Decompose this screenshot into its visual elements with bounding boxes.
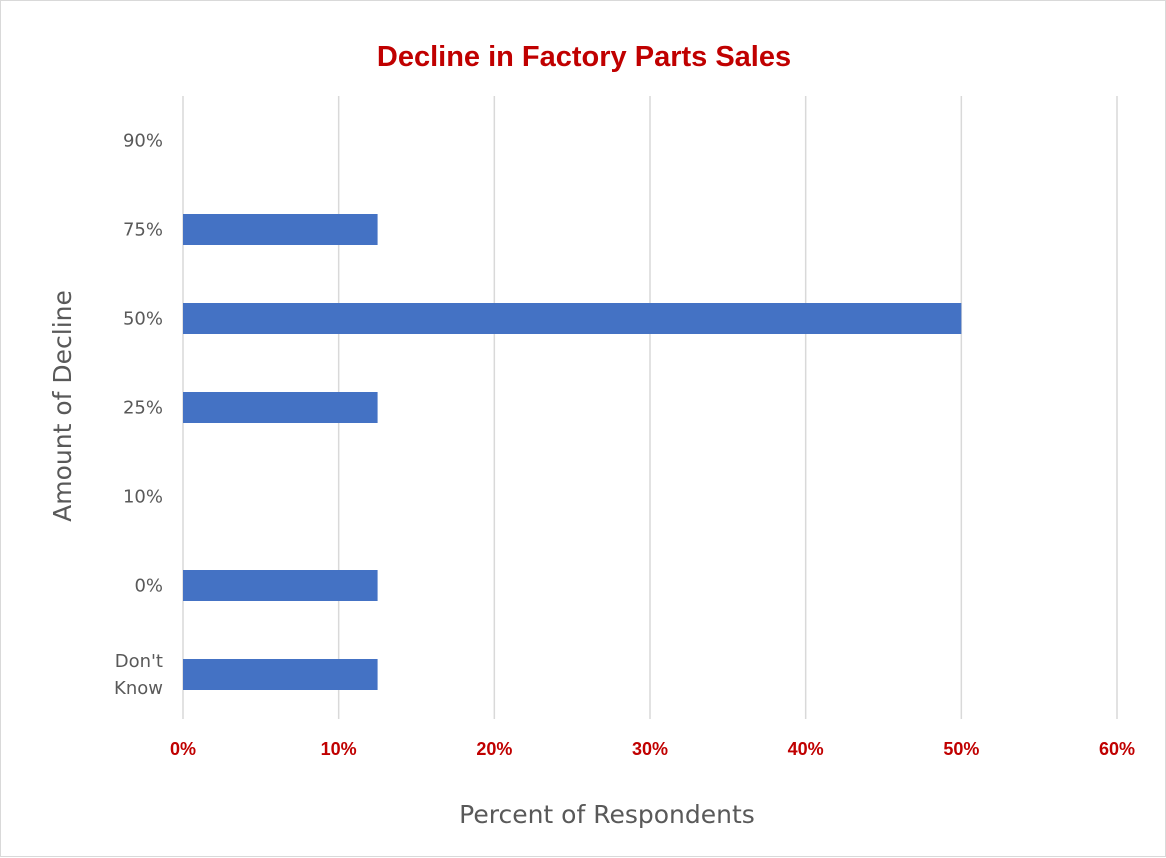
bar bbox=[183, 570, 378, 601]
category-labels: 90% 75% 50% 25% 10% 0% Don't Know bbox=[114, 131, 163, 700]
bar bbox=[183, 214, 378, 245]
bar bbox=[183, 659, 378, 690]
x-axis-title: Percent of Respondents bbox=[459, 800, 755, 829]
x-tick-labels: 0% 10% 20% 30% 40% 50% 60% bbox=[170, 739, 1135, 759]
y-axis-title: Amount of Decline bbox=[48, 290, 77, 522]
gridlines bbox=[182, 96, 1118, 719]
bar bbox=[183, 303, 962, 334]
bar bbox=[183, 392, 378, 423]
x-tick-label: 10% bbox=[321, 739, 357, 759]
category-label: 10% bbox=[123, 487, 163, 508]
category-label: 0% bbox=[134, 576, 163, 597]
x-tick-label: 30% bbox=[632, 739, 668, 759]
category-label: 90% bbox=[123, 131, 163, 152]
category-label: 25% bbox=[123, 398, 163, 419]
bars bbox=[183, 214, 962, 690]
x-tick-label: 40% bbox=[788, 739, 824, 759]
x-tick-label: 50% bbox=[943, 739, 979, 759]
category-label: Know bbox=[114, 678, 163, 699]
category-label: 75% bbox=[123, 220, 163, 241]
chart-title: Decline in Factory Parts Sales bbox=[377, 41, 791, 73]
x-tick-label: 0% bbox=[170, 739, 196, 759]
category-label: 50% bbox=[123, 309, 163, 330]
category-label: Don't bbox=[115, 651, 163, 672]
x-tick-label: 20% bbox=[476, 739, 512, 759]
x-tick-label: 60% bbox=[1099, 739, 1135, 759]
